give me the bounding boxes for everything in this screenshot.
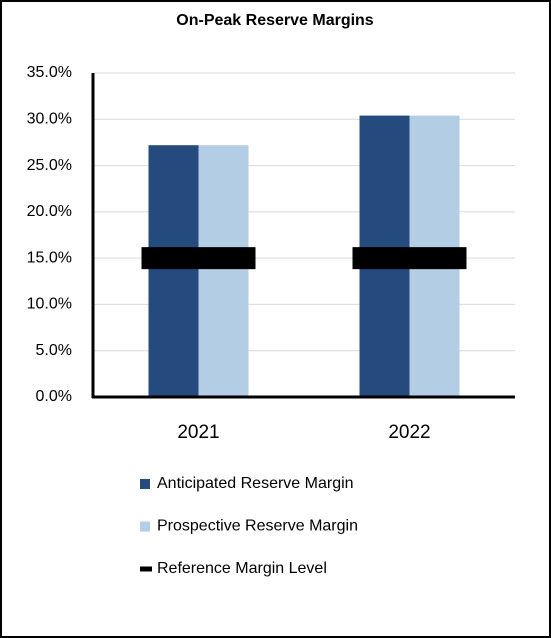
reference-mark: [352, 247, 467, 270]
y-tick-label: 25.0%: [27, 157, 72, 174]
y-tick-label: 15.0%: [27, 249, 72, 266]
x-tick-label: 2021: [177, 422, 219, 443]
legend-label: Reference Margin Level: [157, 560, 327, 577]
legend-swatch: [140, 566, 152, 572]
y-tick-label: 10.0%: [27, 296, 72, 313]
legend-label: Anticipated Reserve Margin: [157, 475, 354, 492]
reference-mark: [141, 247, 256, 270]
y-tick-label: 35.0%: [27, 64, 72, 81]
y-tick-label: 0.0%: [36, 388, 72, 405]
x-tick-label: 2022: [388, 422, 430, 443]
legend-label: Prospective Reserve Margin: [157, 518, 358, 535]
y-tick-label: 30.0%: [27, 111, 72, 128]
y-tick-label: 5.0%: [36, 342, 72, 359]
legend-swatch: [140, 479, 150, 489]
y-tick-label: 20.0%: [27, 203, 72, 220]
bar: [198, 145, 249, 397]
legend-swatch: [140, 521, 150, 532]
bar: [148, 145, 199, 397]
chart-title: On-Peak Reserve Margins: [176, 12, 374, 29]
